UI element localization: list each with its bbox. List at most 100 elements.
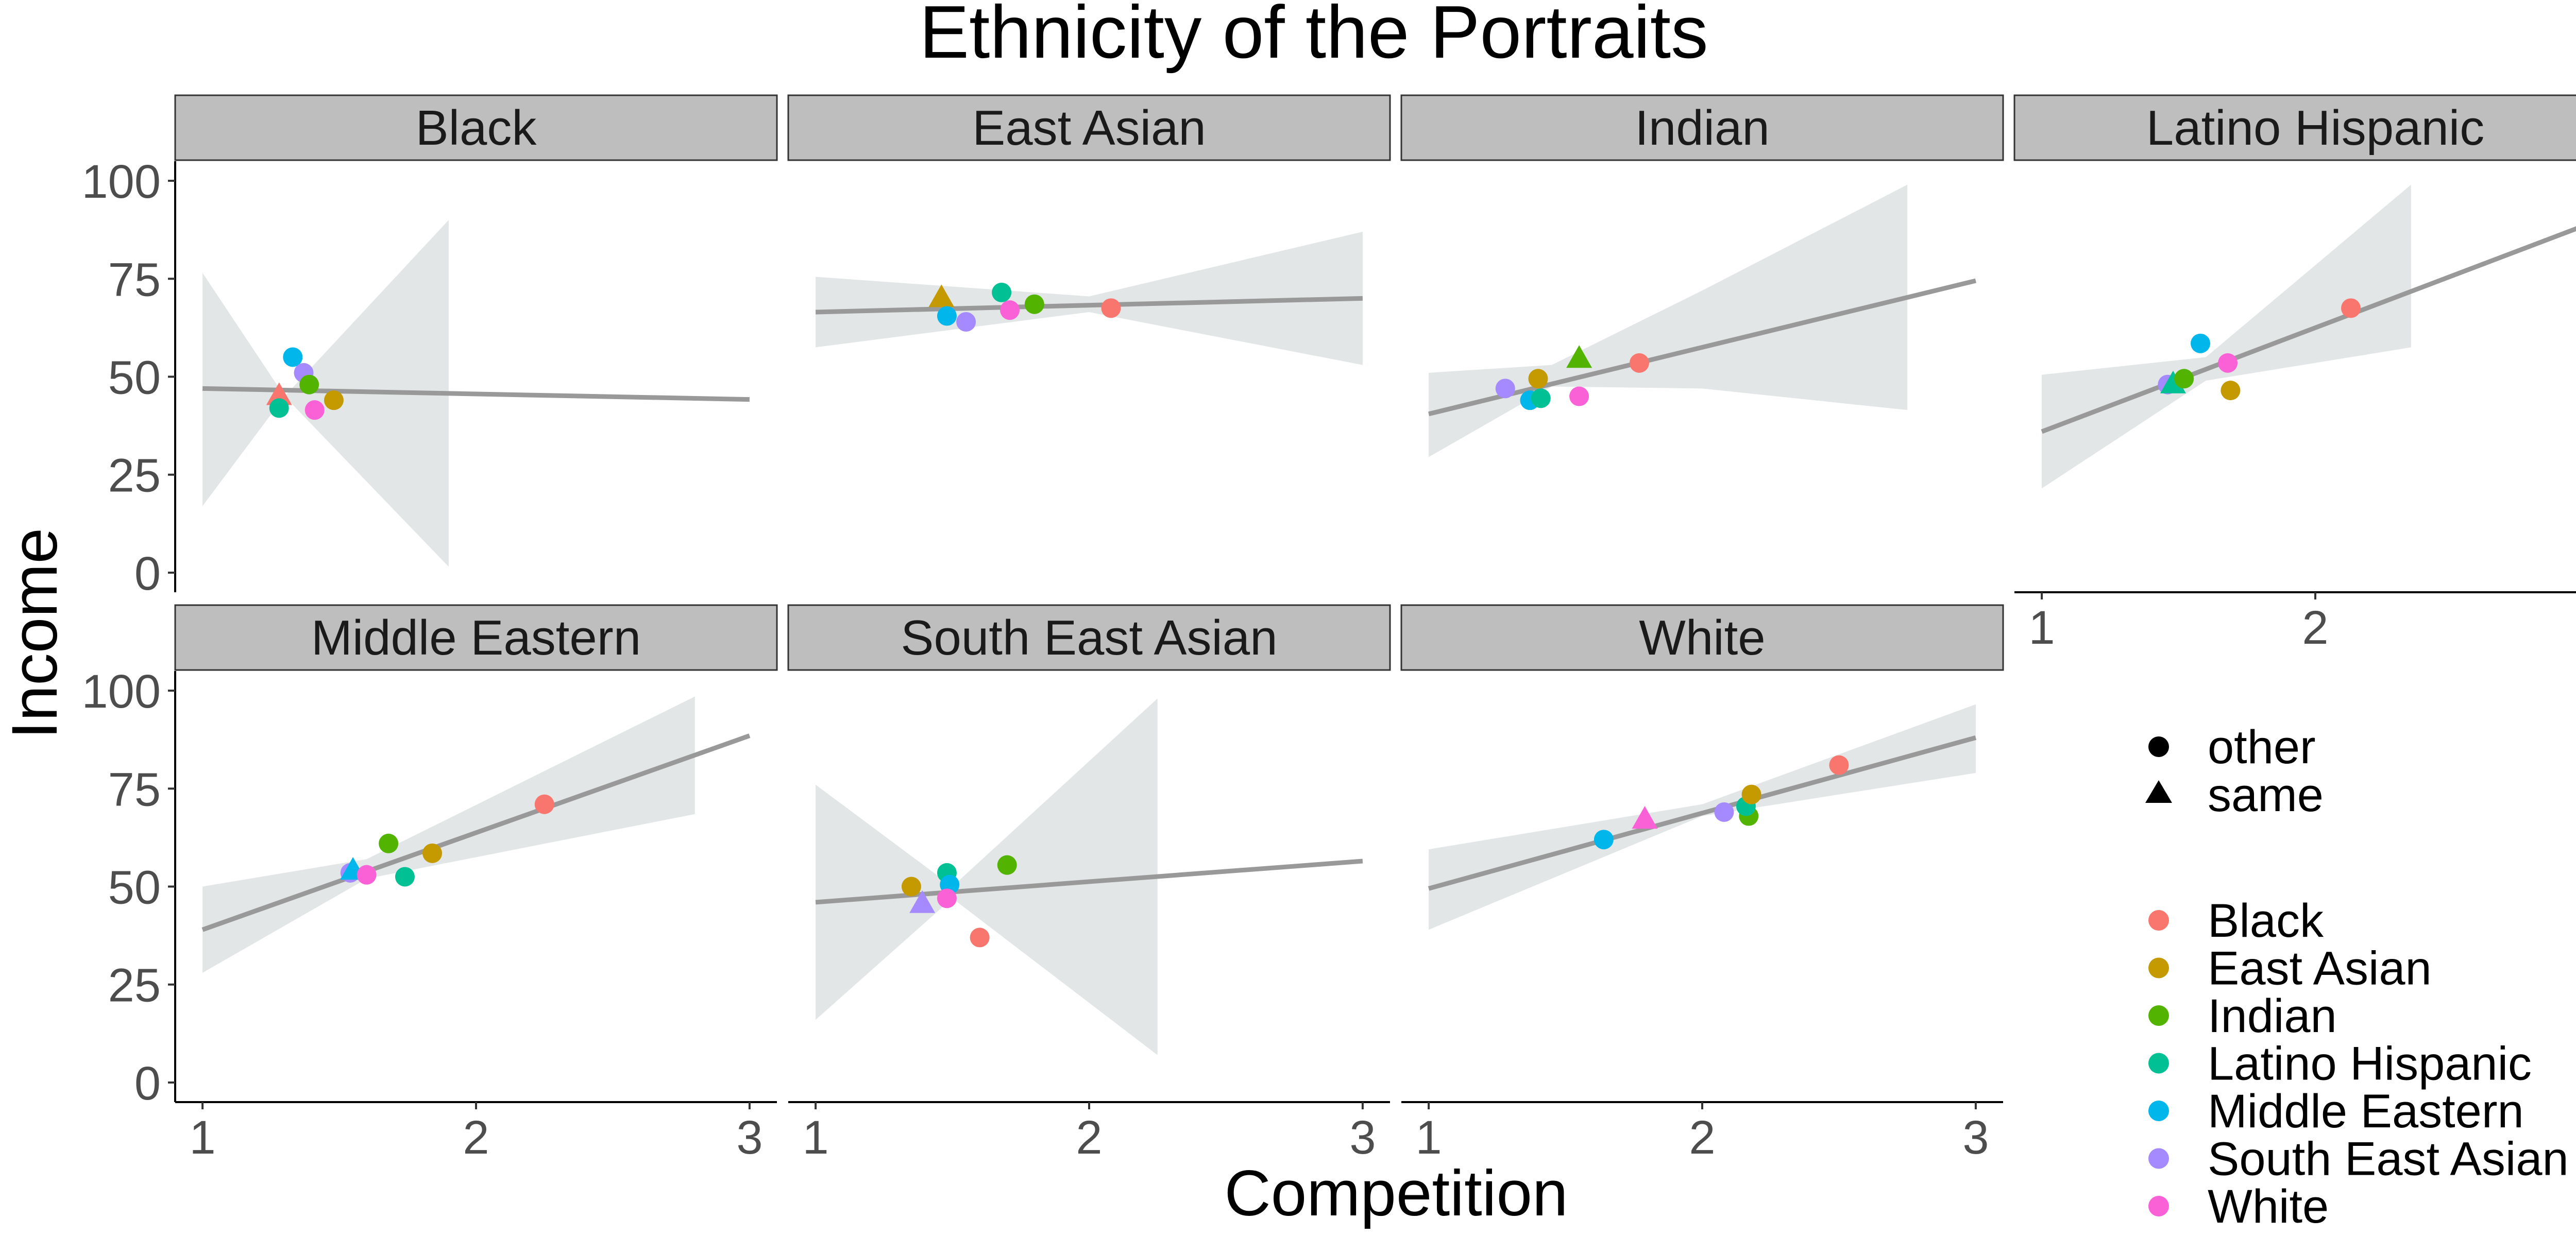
facet-white: White 1 2 3: [1400, 604, 2004, 1164]
facet-middle-eastern: Middle Eastern 0 25 50 75 100 1 2 3: [82, 604, 778, 1164]
facet-strip-label: Black: [416, 100, 537, 156]
confidence-band: [1429, 704, 1976, 930]
point-circle-south-east-asian: [1714, 802, 1734, 822]
legend-key-latino-hispanic: [2148, 1053, 2169, 1074]
y-tick-label: 100: [82, 665, 161, 718]
legend-key-middle-eastern: [2148, 1101, 2169, 1121]
point-circle-indian: [1024, 294, 1044, 314]
trend-line: [815, 859, 1363, 905]
point-circle-latino-hispanic: [269, 398, 289, 418]
point-triangle-indian: [1566, 345, 1592, 368]
x-tick-label: 1: [2029, 602, 2055, 654]
facet-strip: [1400, 94, 2004, 161]
legend-key-black: [2148, 910, 2169, 931]
facet-strip-label: East Asian: [972, 100, 1206, 156]
confidence-band: [816, 231, 1363, 365]
point-circle-east-asian: [901, 877, 921, 897]
point-circle-middle-eastern: [937, 306, 957, 326]
point-circle-middle-eastern: [1594, 830, 1614, 850]
facet-strip: [174, 604, 778, 671]
point-circle-white: [1000, 300, 1020, 320]
point-circle-black: [970, 928, 990, 948]
point-circle-black: [534, 794, 554, 814]
y-tick-label: 75: [108, 253, 161, 306]
confidence-band: [202, 220, 449, 567]
point-circle-latino-hispanic: [1531, 388, 1551, 408]
legend-key-white: [2148, 1196, 2169, 1216]
chart-title: Ethnicity of the Portraits: [919, 0, 1708, 74]
point-circle-south-east-asian: [1495, 379, 1515, 399]
facet-strip: [2013, 94, 2576, 161]
point-circle-south-east-asian: [956, 312, 976, 332]
facet-black: Black 0 25 50 75 100: [82, 94, 778, 600]
legend-label-indian: Indian: [2208, 990, 2337, 1042]
y-tick-label: 100: [82, 156, 161, 208]
legend-label-white: White: [2208, 1180, 2329, 1233]
legend-key-circle: [2148, 736, 2169, 757]
facet-strip-label: Middle Eastern: [311, 610, 641, 665]
point-circle-east-asian: [1741, 784, 1761, 804]
x-tick-label: 2: [1689, 1111, 1715, 1164]
legend-key-indian: [2148, 1005, 2169, 1026]
confidence-band: [1429, 184, 1908, 457]
x-axis-title: Competition: [1225, 1158, 1568, 1229]
facet-east-asian: East Asian: [787, 94, 1391, 365]
point-circle-black: [1629, 353, 1649, 373]
confidence-band: [2042, 184, 2411, 489]
facet-strip: [787, 94, 1391, 161]
trend-line: [2041, 226, 2576, 434]
point-circle-black: [1829, 755, 1849, 775]
facet-indian: Indian: [1400, 94, 2004, 457]
x-tick-label: 2: [2302, 602, 2328, 654]
point-circle-white: [2218, 353, 2238, 373]
point-circle-white: [304, 400, 325, 420]
trend-line: [815, 296, 1363, 315]
x-tick-label: 1: [803, 1111, 829, 1164]
point-circle-middle-eastern: [283, 347, 303, 367]
trend-line: [202, 386, 750, 402]
legend-key-triangle: [2145, 780, 2172, 803]
point-circle-indian: [2174, 369, 2194, 389]
point-triangle-black: [266, 382, 292, 405]
point-circle-east-asian: [324, 390, 344, 410]
point-circle-black: [2341, 298, 2361, 318]
facet-strip: [787, 604, 1391, 671]
confidence-band: [816, 698, 1158, 1055]
confidence-band: [202, 696, 695, 973]
y-tick-label: 0: [134, 547, 161, 600]
legend-label-middle-eastern: Middle Eastern: [2208, 1085, 2524, 1138]
x-tick-label: 2: [1076, 1111, 1102, 1164]
legend-label-east-asian: East Asian: [2208, 942, 2432, 995]
point-circle-white: [1569, 386, 1589, 406]
y-tick-label: 50: [108, 862, 161, 914]
point-triangle-latino-hispanic: [2160, 370, 2186, 393]
point-circle-white: [937, 888, 957, 908]
facet-strip-label: Latino Hispanic: [2146, 100, 2484, 156]
legend-label-black: Black: [2208, 895, 2324, 947]
y-axis-title: Income: [0, 528, 71, 739]
legend-key-east-asian: [2148, 957, 2169, 978]
legend-label-latino-hispanic: Latino Hispanic: [2208, 1038, 2532, 1090]
y-tick-label: 0: [134, 1057, 161, 1110]
x-tick-label: 2: [463, 1111, 489, 1164]
point-circle-east-asian: [422, 843, 443, 863]
facet-strip-label: Indian: [1635, 100, 1770, 156]
trend-line: [1428, 278, 1976, 417]
y-tick-label: 75: [108, 763, 161, 816]
x-tick-label: 1: [190, 1111, 216, 1164]
point-circle-latino-hispanic: [992, 282, 1012, 302]
legend-label-same: same: [2208, 769, 2324, 821]
point-circle-middle-eastern: [2191, 333, 2211, 353]
x-tick-label: 3: [736, 1111, 762, 1164]
point-circle-indian: [379, 833, 399, 853]
facet-strip-label: White: [1639, 610, 1765, 665]
facet-strip-label: South East Asian: [901, 610, 1277, 665]
legend-key-south-east-asian: [2148, 1148, 2169, 1169]
legend-label-other: other: [2208, 721, 2316, 774]
point-circle-indian: [299, 374, 319, 394]
point-triangle-south-east-asian: [909, 890, 936, 913]
point-circle-latino-hispanic: [395, 867, 415, 887]
